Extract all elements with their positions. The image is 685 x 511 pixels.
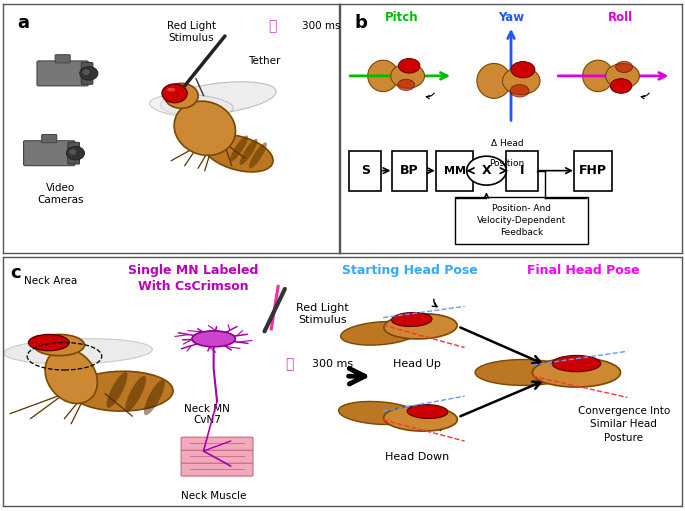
Circle shape: [466, 156, 506, 185]
Circle shape: [66, 147, 84, 160]
Ellipse shape: [34, 334, 84, 356]
Text: Head Up: Head Up: [393, 359, 441, 369]
Ellipse shape: [610, 79, 632, 94]
Ellipse shape: [162, 84, 187, 103]
Text: X: X: [482, 164, 491, 177]
Ellipse shape: [368, 60, 399, 91]
Ellipse shape: [475, 360, 572, 385]
FancyBboxPatch shape: [82, 62, 93, 84]
Text: c: c: [10, 264, 21, 282]
Ellipse shape: [338, 402, 419, 425]
Text: ⌛: ⌛: [269, 19, 277, 33]
Text: Roll: Roll: [608, 11, 633, 24]
Text: Single MN Labeled
With CsCrimson: Single MN Labeled With CsCrimson: [128, 264, 258, 293]
Ellipse shape: [3, 339, 152, 364]
FancyBboxPatch shape: [37, 61, 88, 86]
Text: Neck MN
CvN7: Neck MN CvN7: [184, 404, 229, 425]
Text: 300 ms: 300 ms: [302, 21, 340, 31]
Text: ⌛: ⌛: [285, 357, 293, 371]
Text: Position- And
Velocity-Dependent
Feedback: Position- And Velocity-Dependent Feedbac…: [477, 204, 566, 237]
Ellipse shape: [71, 371, 173, 411]
Text: Neck Area: Neck Area: [24, 276, 77, 287]
Ellipse shape: [144, 380, 165, 415]
Circle shape: [79, 66, 98, 80]
Ellipse shape: [532, 358, 621, 387]
Text: 300 ms: 300 ms: [312, 359, 353, 369]
Ellipse shape: [511, 61, 535, 78]
Text: Starting Head Pose: Starting Head Pose: [342, 264, 478, 277]
FancyBboxPatch shape: [68, 143, 79, 164]
Ellipse shape: [503, 67, 540, 95]
Text: Neck Muscle: Neck Muscle: [181, 491, 247, 501]
Text: b: b: [354, 14, 367, 32]
Text: Position: Position: [489, 159, 525, 168]
Ellipse shape: [477, 63, 511, 98]
FancyBboxPatch shape: [436, 151, 473, 191]
Text: Red Light
Stimulus: Red Light Stimulus: [167, 21, 216, 43]
Ellipse shape: [510, 85, 529, 97]
Text: BP: BP: [400, 164, 419, 177]
Ellipse shape: [407, 405, 448, 419]
Text: Video
Cameras: Video Cameras: [37, 183, 84, 205]
Text: Pitch: Pitch: [385, 11, 419, 24]
Ellipse shape: [583, 60, 613, 91]
FancyBboxPatch shape: [181, 437, 253, 450]
Ellipse shape: [45, 349, 97, 404]
FancyBboxPatch shape: [574, 151, 612, 191]
Text: MM: MM: [444, 166, 466, 176]
FancyBboxPatch shape: [349, 151, 382, 191]
Text: a: a: [17, 14, 29, 32]
Ellipse shape: [167, 88, 175, 91]
Ellipse shape: [125, 376, 146, 411]
Ellipse shape: [174, 101, 236, 155]
Text: Yaw: Yaw: [498, 11, 524, 24]
Ellipse shape: [606, 63, 639, 88]
Ellipse shape: [107, 372, 127, 408]
FancyBboxPatch shape: [392, 151, 427, 191]
Ellipse shape: [399, 58, 420, 73]
FancyBboxPatch shape: [181, 450, 253, 463]
Ellipse shape: [398, 79, 414, 90]
FancyBboxPatch shape: [55, 55, 71, 63]
Text: Red Light
Stimulus: Red Light Stimulus: [296, 303, 349, 325]
FancyBboxPatch shape: [181, 463, 253, 476]
Circle shape: [69, 149, 76, 155]
Text: Tether: Tether: [249, 56, 281, 66]
Text: S: S: [361, 164, 370, 177]
Ellipse shape: [230, 135, 248, 161]
Text: Head Down: Head Down: [385, 452, 449, 462]
Ellipse shape: [340, 321, 419, 345]
FancyBboxPatch shape: [455, 197, 588, 244]
Ellipse shape: [616, 61, 632, 73]
Ellipse shape: [390, 63, 425, 88]
Ellipse shape: [149, 95, 233, 118]
Ellipse shape: [160, 82, 276, 115]
Ellipse shape: [384, 406, 458, 431]
Circle shape: [82, 69, 90, 75]
Text: I: I: [520, 164, 524, 177]
Ellipse shape: [249, 143, 267, 169]
Ellipse shape: [164, 83, 198, 108]
Ellipse shape: [203, 134, 273, 172]
Ellipse shape: [392, 313, 432, 327]
Text: Final Head Pose: Final Head Pose: [527, 264, 640, 277]
Ellipse shape: [552, 356, 601, 371]
Text: Convergence Into
Similar Head
Posture: Convergence Into Similar Head Posture: [578, 406, 670, 443]
Ellipse shape: [29, 334, 69, 351]
Ellipse shape: [240, 139, 258, 165]
FancyBboxPatch shape: [42, 134, 57, 143]
Ellipse shape: [384, 314, 457, 339]
Circle shape: [192, 331, 236, 347]
Text: FHP: FHP: [579, 164, 607, 177]
Text: Δ Head: Δ Head: [490, 139, 523, 148]
FancyBboxPatch shape: [23, 141, 75, 166]
FancyBboxPatch shape: [506, 151, 538, 191]
